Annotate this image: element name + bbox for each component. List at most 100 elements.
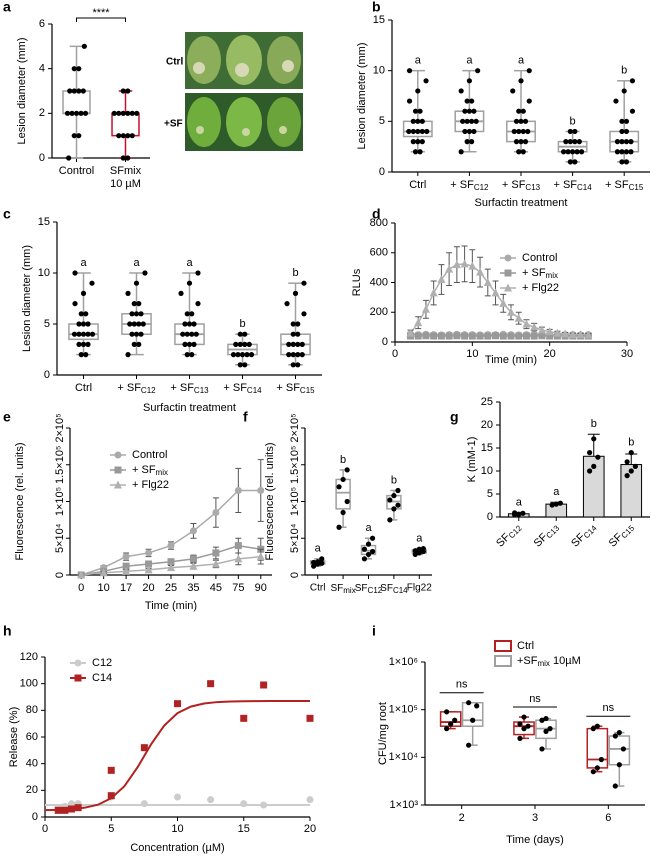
data-point bbox=[80, 321, 87, 327]
panel-label: i bbox=[372, 623, 376, 639]
y-tick-label: 60 bbox=[26, 731, 38, 743]
data-point bbox=[522, 332, 530, 340]
significance-letter: a bbox=[133, 257, 140, 269]
data-point bbox=[619, 159, 625, 165]
y-tick-label: 0 bbox=[39, 152, 45, 164]
data-point bbox=[80, 88, 86, 94]
data-point bbox=[623, 159, 630, 165]
data-point bbox=[125, 352, 131, 358]
data-point bbox=[239, 352, 246, 358]
data-point bbox=[525, 128, 531, 135]
data-point bbox=[76, 88, 82, 94]
data-point bbox=[576, 139, 582, 145]
data-point bbox=[301, 311, 307, 317]
data-point bbox=[590, 726, 596, 732]
data-point bbox=[473, 118, 479, 124]
data-point bbox=[207, 796, 215, 804]
y-tick-label: 0 bbox=[379, 166, 385, 178]
x-tick-label: 25 bbox=[165, 582, 177, 594]
data-point bbox=[233, 341, 239, 347]
y-tick-label: 5×10⁴ bbox=[54, 523, 66, 553]
data-point bbox=[520, 108, 526, 114]
y-tick-label: 1×10⁵ bbox=[289, 487, 301, 516]
y-axis-label: Lesion diameter (mm) bbox=[356, 43, 368, 150]
data-point bbox=[395, 487, 401, 494]
data-point bbox=[340, 509, 346, 516]
x-tick-label: 90 bbox=[255, 582, 267, 594]
data-point bbox=[189, 311, 195, 317]
data-point bbox=[230, 352, 237, 358]
data-point bbox=[81, 43, 87, 49]
leaf bbox=[267, 36, 301, 84]
significance-letter: a bbox=[186, 257, 193, 269]
x-axis-label: Time (min) bbox=[485, 354, 537, 366]
data-point bbox=[484, 332, 492, 340]
data-point bbox=[89, 331, 96, 337]
data-point bbox=[286, 341, 292, 347]
data-point bbox=[417, 108, 423, 114]
y-tick-label: 0 bbox=[382, 336, 388, 348]
data-point bbox=[61, 806, 69, 814]
data-point bbox=[510, 88, 516, 94]
data-point bbox=[71, 331, 78, 337]
data-point bbox=[74, 804, 82, 812]
data-point bbox=[421, 304, 430, 313]
y-tick-label: 1×10⁴ bbox=[388, 751, 418, 763]
data-point bbox=[260, 801, 268, 809]
data-point bbox=[134, 110, 140, 116]
y-tick-label: 10 bbox=[373, 65, 385, 77]
data-point bbox=[584, 330, 593, 339]
data-point bbox=[526, 68, 532, 74]
y-tick-label: 5 bbox=[487, 488, 493, 500]
data-point bbox=[516, 108, 522, 114]
data-point bbox=[499, 298, 508, 307]
data-point bbox=[557, 500, 563, 506]
significance-letter: b bbox=[391, 474, 397, 486]
data-point bbox=[189, 331, 195, 337]
x-axis-label: Concentration (µM) bbox=[130, 842, 224, 854]
data-point bbox=[466, 700, 472, 706]
data-point bbox=[85, 331, 91, 337]
data-point bbox=[336, 524, 342, 530]
x-tick-label: + SFC12 bbox=[450, 179, 489, 192]
data-point bbox=[464, 118, 470, 124]
x-tick-label: 10 bbox=[466, 348, 478, 360]
data-point bbox=[522, 139, 529, 145]
data-point bbox=[518, 139, 524, 145]
box bbox=[111, 112, 140, 137]
data-point bbox=[290, 331, 296, 337]
data-point bbox=[624, 459, 630, 465]
data-point bbox=[189, 527, 197, 535]
x-tick-label: + SFC13 bbox=[170, 382, 209, 395]
data-point bbox=[629, 78, 636, 84]
x-tick-label: + SFC13 bbox=[502, 179, 541, 192]
y-tick-label: 15 bbox=[481, 442, 493, 454]
y-axis-label: CFU/mg root bbox=[377, 702, 389, 765]
data-point bbox=[464, 98, 470, 104]
data-point bbox=[186, 341, 193, 347]
data-point bbox=[513, 118, 520, 124]
data-point bbox=[71, 66, 77, 72]
panel-label: c bbox=[3, 206, 11, 222]
data-point bbox=[406, 328, 415, 337]
data-point bbox=[422, 332, 430, 340]
leaf bbox=[267, 97, 301, 147]
data-point bbox=[72, 270, 78, 276]
x-tick-label: + SFC15 bbox=[276, 382, 315, 395]
data-point bbox=[414, 332, 422, 340]
significance-letter: a bbox=[553, 486, 560, 498]
legend-marker bbox=[74, 659, 82, 667]
leaf bbox=[226, 35, 262, 85]
data-point bbox=[518, 118, 524, 124]
x-tick-label: Ctrl bbox=[409, 179, 426, 191]
y-tick-label: 0 bbox=[289, 572, 301, 578]
x-tick-label: 10 bbox=[171, 823, 183, 835]
y-tick-label: 25 bbox=[481, 396, 493, 408]
data-point bbox=[77, 570, 86, 579]
data-point bbox=[466, 78, 472, 84]
lesion bbox=[279, 126, 287, 134]
x-tick-label: 3 bbox=[532, 812, 538, 824]
data-point bbox=[122, 566, 131, 575]
data-point bbox=[520, 128, 526, 135]
data-point bbox=[437, 275, 446, 284]
